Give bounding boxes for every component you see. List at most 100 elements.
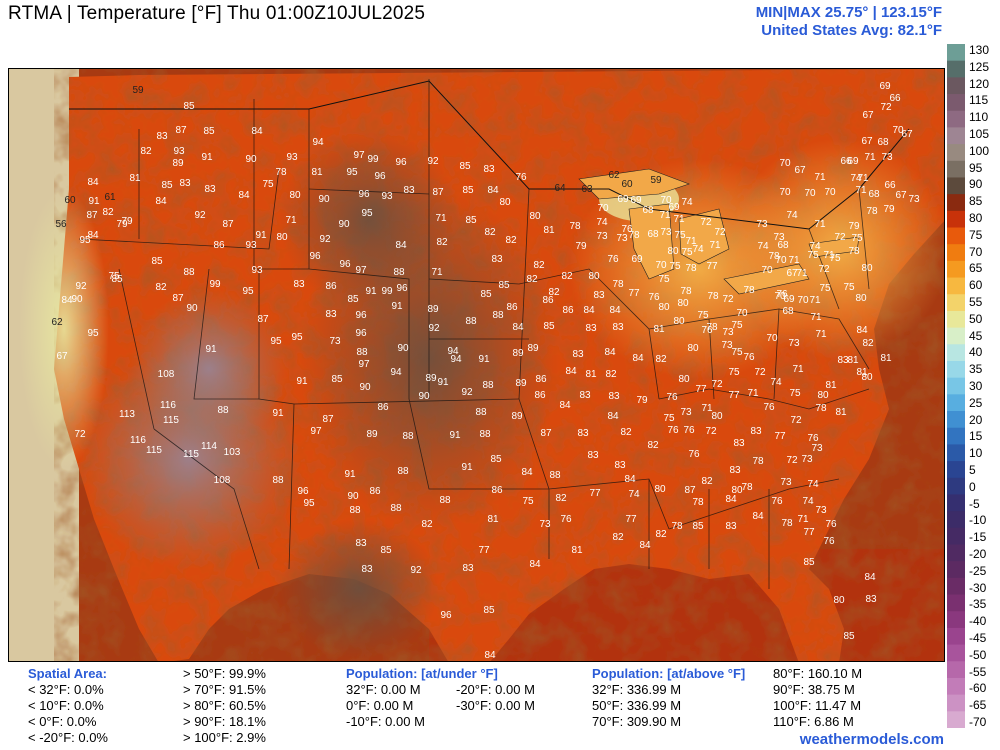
temperature-label: 74 [628,489,640,500]
temperature-label: 68 [868,189,880,200]
spatial-area-stat: > 80°F: 60.5% [183,698,266,713]
temperature-label: 78 [768,251,780,262]
colorbar-tick-label: 130 [969,43,990,57]
temperature-label: 96 [339,259,351,270]
population-above-stat: 100°F: 11.47 M [773,698,862,713]
temperature-label: 67 [861,136,873,147]
temperature-label: 59 [132,85,144,96]
population-under-left: Population: [at/under °F] 32°F: 0.00 M 0… [346,666,498,730]
temperature-label: 91 [437,377,449,388]
temperature-label: 83 [865,594,877,605]
population-above-stat: 90°F: 38.75 M [773,682,855,697]
temperature-label: 84 [61,295,73,306]
colorbar-segment [947,60,965,78]
temperature-label: 84 [87,177,99,188]
temperature-label: 83 [577,428,589,439]
temperature-label: 70 [761,265,773,276]
temperature-label: 89 [427,304,439,315]
temperature-label: 76 [823,536,835,547]
temperature-label: 94 [450,354,462,365]
temperature-label: 80 [289,190,301,201]
temperature-label: 66 [889,93,901,104]
colorbar-segment [947,394,965,412]
spatial-area-stat: < 32°F: 0.0% [28,682,104,697]
colorbar-segment [947,160,965,179]
temperature-label: 95 [242,286,254,297]
temperature-label: 89 [366,429,378,440]
temperature-label: 85 [692,521,704,532]
temperature-label: 81 [585,369,597,380]
temperature-label: 83 [361,564,373,575]
colorbar-segment [947,711,965,728]
temperature-label: 67 [786,268,798,279]
temperature-label: 91 [449,430,461,441]
temperature-label: 63 [581,184,593,195]
temperature-label: 85 [462,185,474,196]
temperature-label: 59 [650,175,662,186]
temperature-label: 95 [79,235,91,246]
temperature-label: 96 [395,157,407,168]
temperature-label: 84 [484,650,496,661]
colorbar-segment [947,461,965,479]
temperature-label: 91 [461,462,473,473]
temperature-label: 73 [780,477,792,488]
temperature-label: 76 [743,352,755,363]
temperature-label: 76 [763,402,775,413]
temperature-label: 68 [782,306,794,317]
colorbar-tick-label: 95 [969,160,983,175]
colorbar-tick-label: 100 [969,143,990,158]
temperature-label: 87 [172,293,184,304]
temperature-label: 80 [673,316,685,327]
temperature-label: 83 [585,323,597,334]
temperature-label: 84 [856,325,868,336]
temperature-label: 99 [367,154,379,165]
temperature-label: 84 [521,467,533,478]
min-max-readout: MIN|MAX 25.75° | 123.15°F [755,4,942,21]
temperature-label: 84 [251,126,263,137]
population-under-stat: -30°F: 0.00 M [456,698,535,713]
colorbar-tick-label: 70 [969,244,983,259]
temperature-label: 76 [825,519,837,530]
temperature-label: 89 [527,343,539,354]
temperature-label: 75 [108,271,120,282]
temperature-label: 79 [636,395,648,406]
temperature-label: 80 [276,232,288,243]
temperature-label: 87 [86,210,98,221]
temperature-label: 75 [681,247,693,258]
temperature-label: 70 [655,260,667,271]
temperature-label: 75 [663,413,675,424]
temperature-label: 77 [803,527,815,538]
colorbar-tick-label: 50 [969,311,983,326]
population-under-stat: -10°F: 0.00 M [346,714,425,729]
source-credit[interactable]: weathermodels.com [799,731,944,748]
temperature-label: 81 [856,367,868,378]
temperature-label: 71 [857,173,869,184]
temperature-label: 85 [465,215,477,226]
temperature-label: 90 [186,303,198,314]
colorbar-segment [947,77,965,95]
population-above-stat: 50°F: 336.99 M [592,698,682,713]
pacific-coast-cool [19,189,109,469]
temperature-label: 85 [803,557,815,568]
temperature-label: 76 [666,392,678,403]
temperature-label: 83 [204,184,216,195]
colorbar-tick-label: 25 [969,395,983,410]
temperature-label: 113 [119,409,135,420]
temperature-label: 91 [205,344,217,355]
colorbar-segment [947,544,965,562]
temperature-label: 85 [151,256,163,267]
temperature-label: 71 [701,403,713,414]
temperature-label: 71 [864,152,876,163]
temperature-label: 71 [797,514,809,525]
temperature-label: 91 [272,408,284,419]
temperature-label: 69 [783,294,795,305]
temperature-label: 67 [901,129,913,140]
temperature-label: 84 [607,411,619,422]
temperature-label: 76 [560,514,572,525]
temperature-label: 70 [779,187,791,198]
temperature-colorbar [947,44,965,728]
temperature-label: 89 [512,348,524,359]
temperature-label: 73 [811,443,823,454]
temperature-label: 69 [617,194,629,205]
temperature-label: 67 [56,351,68,362]
